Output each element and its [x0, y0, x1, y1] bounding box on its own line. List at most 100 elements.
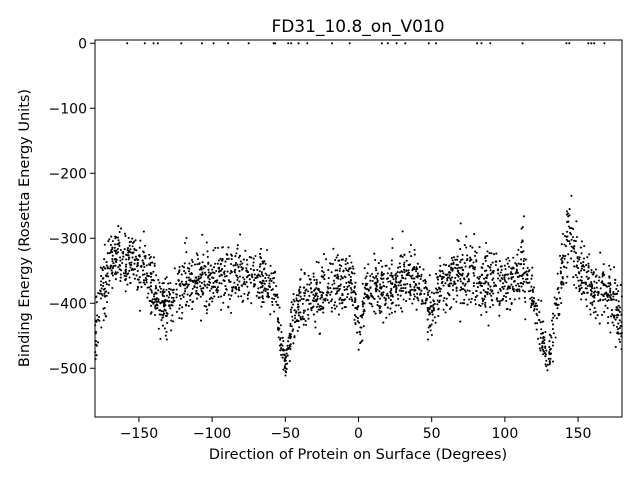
- data-point: [424, 302, 427, 305]
- data-point: [283, 365, 286, 368]
- data-point: [284, 359, 287, 362]
- data-point: [532, 302, 535, 306]
- data-point: [200, 42, 203, 45]
- data-point: [466, 289, 469, 292]
- data-point: [394, 285, 397, 288]
- data-point: [292, 328, 295, 331]
- data-point: [403, 261, 406, 264]
- data-point: [319, 305, 322, 308]
- data-point: [513, 298, 516, 301]
- data-point: [463, 244, 466, 247]
- data-point: [296, 329, 299, 332]
- data-point: [618, 319, 621, 322]
- data-point: [429, 305, 432, 308]
- data-point: [297, 314, 301, 317]
- data-point: [485, 280, 488, 283]
- data-point: [103, 312, 106, 315]
- data-point: [405, 291, 408, 294]
- data-point: [230, 258, 233, 261]
- data-point: [249, 281, 252, 284]
- data-point: [459, 261, 462, 264]
- data-point: [536, 304, 539, 307]
- data-point: [464, 290, 467, 293]
- data-point: [498, 260, 501, 263]
- data-point: [100, 280, 103, 283]
- data-point: [171, 289, 174, 292]
- data-point: [195, 292, 198, 295]
- data-point: [100, 275, 103, 278]
- data-point: [474, 303, 477, 306]
- data-point: [401, 255, 404, 258]
- data-point: [499, 279, 502, 282]
- data-point: [170, 304, 173, 307]
- data-point: [514, 272, 517, 275]
- data-point: [536, 322, 539, 325]
- data-point: [463, 289, 466, 292]
- data-point: [271, 300, 274, 303]
- data-point: [361, 282, 364, 285]
- data-point: [382, 291, 385, 294]
- data-point: [482, 262, 485, 265]
- data-point: [565, 235, 568, 238]
- data-point: [475, 282, 478, 285]
- data-point: [604, 304, 607, 307]
- data-point: [580, 286, 583, 289]
- data-point: [102, 319, 105, 322]
- data-point: [125, 258, 128, 261]
- data-point: [243, 280, 246, 284]
- data-point: [191, 308, 194, 311]
- data-point: [161, 324, 164, 327]
- data-point: [324, 297, 327, 300]
- data-point: [473, 254, 477, 257]
- data-point: [395, 289, 398, 293]
- data-point: [204, 273, 207, 276]
- data-point: [350, 298, 354, 301]
- data-point: [511, 273, 514, 276]
- data-point: [123, 232, 126, 235]
- data-point: [609, 293, 613, 296]
- data-point: [383, 285, 386, 288]
- chart-title: FD31_10.8_on_V010: [271, 17, 444, 37]
- data-point: [420, 289, 423, 292]
- data-point: [445, 297, 448, 300]
- data-point: [186, 300, 189, 303]
- data-point: [118, 244, 121, 247]
- data-point: [368, 302, 371, 305]
- data-point: [507, 285, 510, 288]
- data-point: [445, 304, 448, 307]
- data-point: [187, 276, 190, 279]
- data-point: [273, 297, 276, 301]
- data-point: [302, 311, 305, 314]
- data-point: [199, 295, 202, 298]
- data-point: [307, 317, 310, 320]
- data-point: [453, 280, 456, 283]
- data-point: [489, 42, 492, 45]
- data-point: [375, 285, 378, 288]
- data-point: [566, 275, 569, 278]
- data-point: [395, 42, 398, 45]
- data-point: [111, 274, 114, 277]
- data-point: [354, 298, 357, 301]
- data-point: [332, 247, 335, 250]
- data-point: [286, 362, 289, 365]
- data-point: [401, 230, 404, 233]
- data-point: [452, 256, 456, 259]
- data-point: [546, 363, 549, 366]
- data-point: [322, 253, 325, 256]
- data-point: [612, 290, 615, 294]
- data-point: [117, 225, 120, 228]
- data-point: [181, 294, 184, 297]
- data-point: [561, 277, 564, 280]
- data-point: [401, 270, 404, 273]
- data-point: [232, 264, 235, 267]
- data-point: [230, 253, 233, 256]
- data-point: [559, 297, 562, 300]
- data-point: [436, 276, 439, 279]
- data-point: [321, 266, 324, 269]
- data-point: [374, 258, 377, 262]
- data-point: [489, 273, 492, 276]
- data-point: [429, 329, 432, 332]
- data-point: [582, 264, 585, 267]
- data-point: [570, 227, 573, 230]
- data-point: [378, 311, 382, 315]
